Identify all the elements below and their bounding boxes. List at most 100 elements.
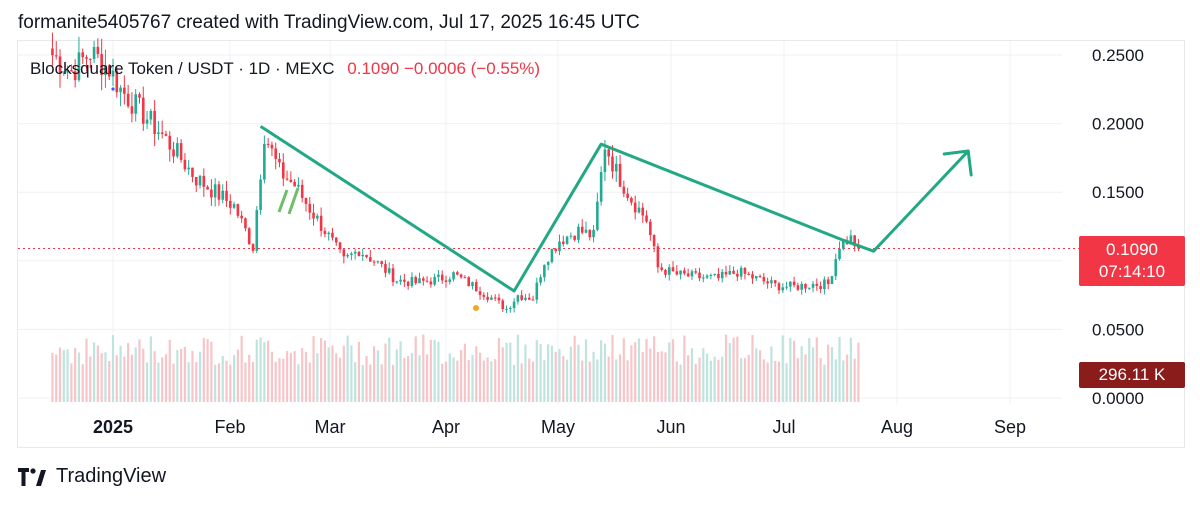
volume-bar (198, 351, 202, 402)
candle-body (160, 132, 164, 134)
volume-bar (827, 344, 830, 402)
volume-bar (115, 355, 118, 402)
symbol-title: Blocksquare Token / USDT · 1D · MEXC (30, 59, 335, 78)
projection-arrowhead (942, 149, 973, 177)
volume-bar (176, 350, 179, 402)
candle-body (792, 281, 796, 286)
candle-body (425, 280, 429, 282)
candle-body (558, 241, 561, 252)
candle-body (357, 251, 361, 257)
candle-body (312, 212, 315, 219)
volume-bar (92, 342, 96, 402)
volume-bar (547, 344, 550, 402)
candle-body (618, 163, 622, 187)
volume-bar (384, 343, 387, 402)
volume-bar (369, 364, 372, 402)
candle-body (191, 167, 194, 177)
volume-bar (615, 359, 618, 402)
volume-bar (217, 363, 221, 402)
candle-body (213, 184, 217, 198)
volume-bar (206, 338, 209, 402)
candle-body (164, 133, 168, 136)
volume-bar (709, 360, 712, 402)
volume-bar (486, 357, 489, 402)
volume-bar (320, 338, 323, 402)
volume-bar (702, 348, 705, 402)
volume-bar (134, 347, 137, 402)
candle-body (342, 249, 346, 257)
volume-bar (755, 348, 758, 402)
volume-bar (736, 336, 739, 402)
volume-bar (724, 334, 728, 402)
last-price-tag: 0.1090 07:14:10 (1079, 236, 1185, 286)
candle-body (611, 156, 614, 172)
volume-bar (834, 359, 837, 402)
volume-bar (407, 355, 410, 402)
volume-bar (399, 341, 402, 402)
volume-bar (278, 358, 281, 402)
candle-body (421, 278, 425, 281)
volume-bar (823, 364, 826, 402)
volume-bar (800, 346, 803, 402)
x-tick-label: Jun (656, 417, 685, 437)
candle-body (134, 94, 138, 114)
candle-body (842, 240, 845, 249)
volume-bar (225, 360, 228, 402)
candle-body (630, 198, 633, 203)
candle-body (437, 274, 440, 277)
candle-body (592, 229, 595, 238)
volume-bar (808, 338, 811, 402)
candle-body (800, 283, 803, 290)
candle-body (206, 186, 209, 190)
tradingview-footer: TradingView (18, 465, 166, 488)
x-tick-label: Mar (315, 417, 346, 437)
candle-body (274, 148, 278, 159)
volume-bar (793, 340, 796, 402)
candle-body (807, 287, 811, 289)
volume-bar (460, 349, 463, 402)
volume-bar (679, 364, 682, 402)
volume-bar (221, 355, 224, 402)
volume-bar (77, 352, 81, 402)
candle-body (225, 190, 228, 201)
candle-body (244, 218, 247, 229)
volume-bar (490, 361, 493, 402)
volume-bar (62, 350, 65, 402)
candle-body (637, 207, 641, 213)
candle-body (463, 277, 467, 279)
candle-body (111, 70, 115, 77)
candle-body (826, 279, 830, 284)
volume-tag: 296.11 K (1079, 362, 1185, 388)
candle-body (179, 143, 183, 160)
candle-body (380, 261, 383, 265)
candle-body (641, 207, 645, 216)
candle-body (713, 273, 716, 275)
volume-bar (774, 360, 777, 402)
candle-body (149, 110, 153, 120)
candle-body (834, 259, 838, 277)
candle-body (603, 149, 607, 173)
y-tick-label: 0.2000 (1092, 115, 1144, 134)
volume-bar (751, 335, 754, 402)
candle-body (168, 135, 172, 150)
candle-body (751, 274, 754, 279)
volume-bar (304, 351, 308, 402)
candle-body (255, 209, 259, 251)
volume-bar (425, 354, 429, 402)
candle-body (656, 246, 660, 268)
x-tick-label: Apr (432, 417, 460, 437)
volume-bar (698, 357, 701, 402)
volume-bar (214, 364, 217, 402)
volume-bar (161, 357, 164, 402)
volume-bar (569, 346, 572, 402)
volume-bar (777, 361, 781, 402)
volume-bar (172, 363, 175, 402)
projection-arrow-line (872, 149, 970, 253)
volume-bar (361, 364, 364, 402)
volume-bar (248, 354, 251, 402)
candle-body (667, 267, 671, 275)
candle-body (573, 235, 576, 240)
candle-body (580, 226, 584, 233)
volume-bar (622, 338, 625, 402)
